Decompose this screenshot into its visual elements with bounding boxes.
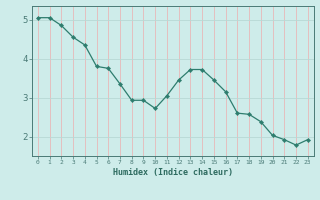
X-axis label: Humidex (Indice chaleur): Humidex (Indice chaleur): [113, 168, 233, 177]
